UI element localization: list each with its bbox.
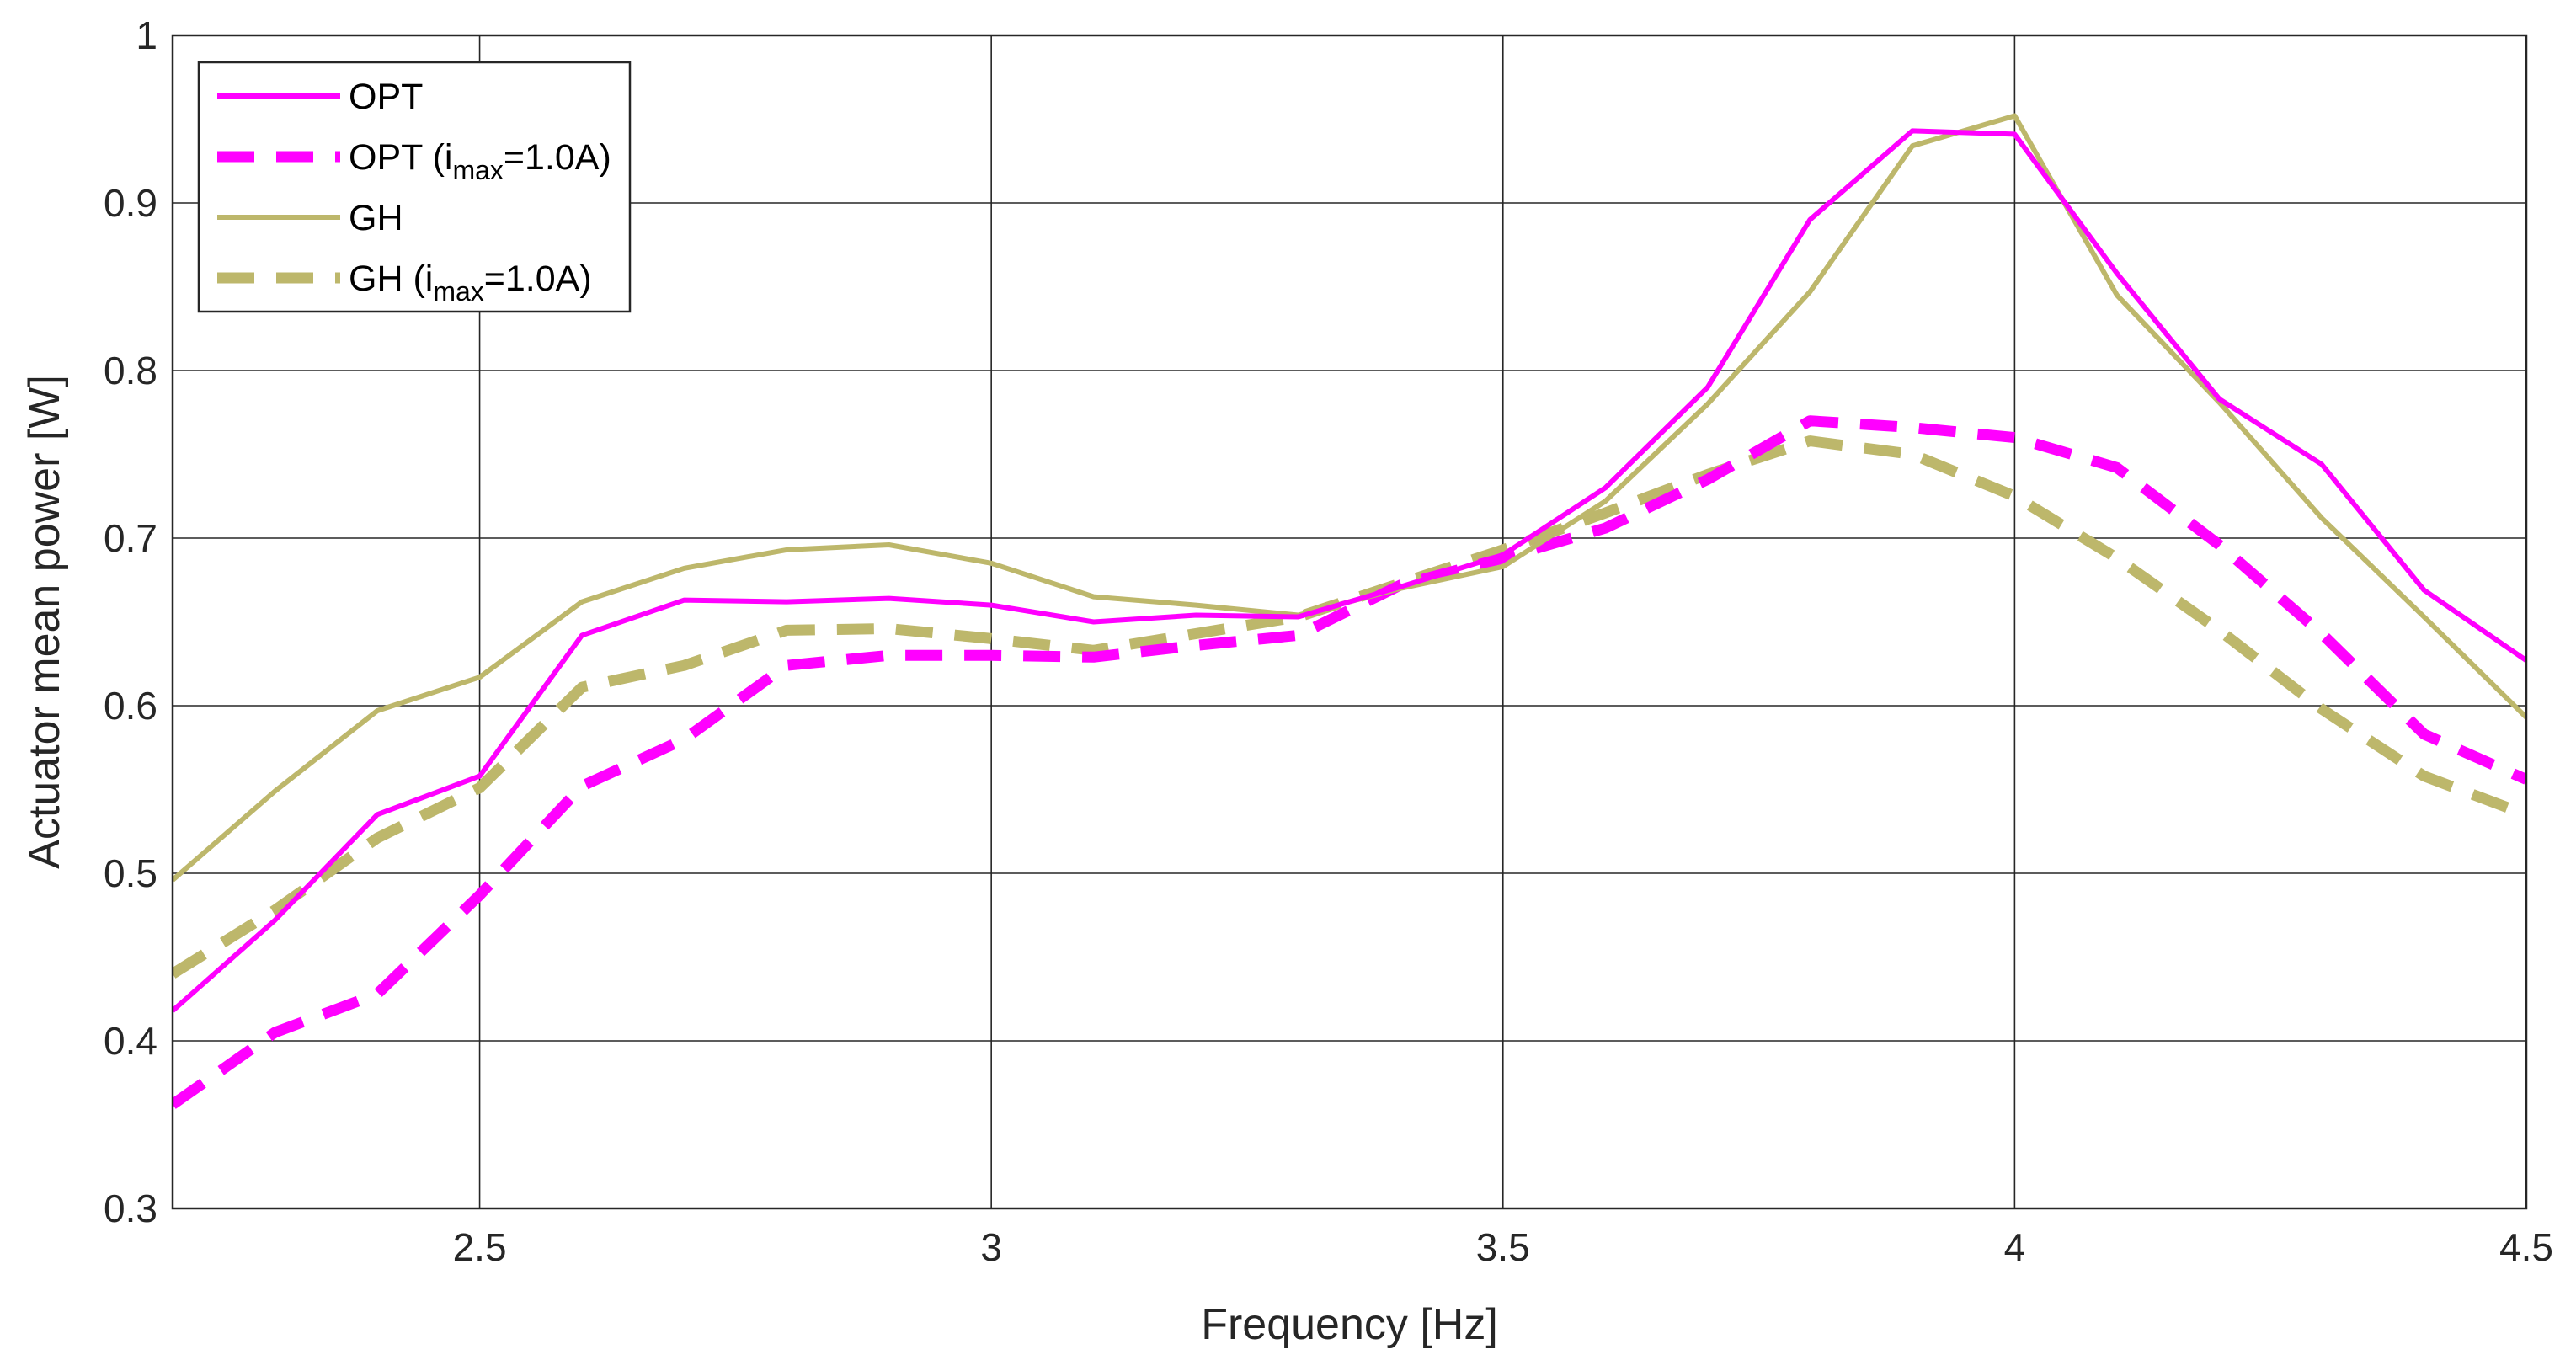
- legend-box: [197, 61, 632, 313]
- plot-frame: [171, 34, 2528, 1210]
- plot-series: [173, 113, 2526, 1109]
- y-tick-label: 0.9: [104, 181, 157, 225]
- legend-item: GH (imax=1.0A): [217, 259, 592, 307]
- x-tick-label: 3.5: [1476, 1225, 1530, 1269]
- legend-item: GH: [217, 198, 403, 238]
- x-tick-label: 2.5: [453, 1225, 507, 1269]
- x-tick-label: 4: [2004, 1225, 2026, 1269]
- y-axis-label: Actuator mean power [W]: [20, 375, 69, 869]
- legend: OPT OPT (imax=1.0A) GH GH (imax=1.0A): [197, 61, 632, 313]
- legend-label: OPT: [349, 77, 423, 117]
- y-tick-label: 1: [136, 13, 157, 57]
- y-tick-label: 0.3: [104, 1187, 157, 1230]
- series-line-opt: [173, 128, 2526, 1013]
- x-tick-label: 3: [980, 1225, 1002, 1269]
- y-tick-label: 0.8: [104, 349, 157, 392]
- legend-label: OPT (imax=1.0A): [349, 137, 611, 185]
- legend-item: OPT (imax=1.0A): [217, 137, 611, 185]
- legend-label: GH: [349, 198, 403, 238]
- legend-item: OPT: [217, 77, 423, 117]
- x-axis-label: Frequency [Hz]: [1201, 1300, 1498, 1349]
- series-line-gh-i-imax: [173, 435, 2526, 979]
- y-tick-label: 0.7: [104, 516, 157, 560]
- legend-label: GH (imax=1.0A): [349, 259, 592, 307]
- x-tick-label: 4.5: [2499, 1225, 2553, 1269]
- y-tick-label: 0.5: [104, 851, 157, 895]
- y-tick-label: 0.4: [104, 1019, 157, 1063]
- series-line-opt-i-imax: [173, 415, 2526, 1109]
- axis-ticks: 2.5 3 3.5 4 4.5 0.3 0.4 0.5 0.6 0.7 0.8 0.9 1: [104, 13, 2553, 1269]
- y-tick-label: 0.6: [104, 684, 157, 728]
